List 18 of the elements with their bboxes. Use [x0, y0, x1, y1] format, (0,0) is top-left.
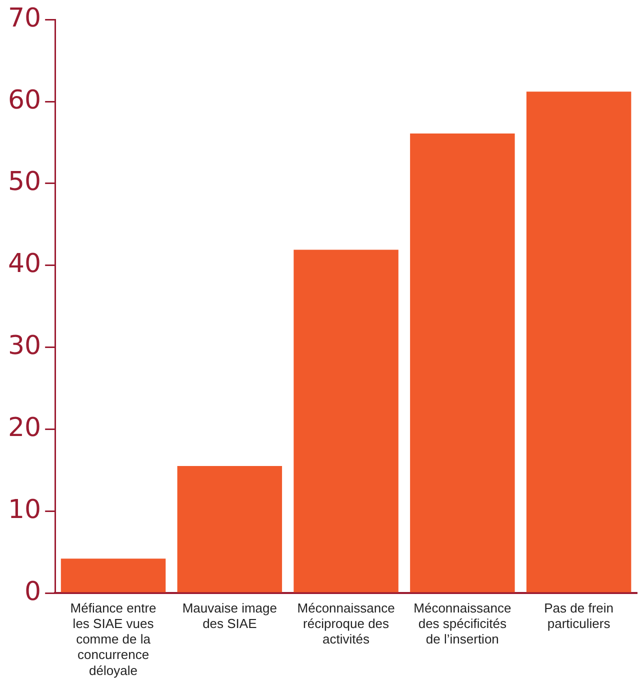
- x-tick-label: Méfiance entre les SIAE vues comme de la concurrence déloyale: [70, 600, 156, 678]
- y-tick-label: 50: [8, 167, 42, 198]
- bar: [410, 133, 515, 592]
- x-tick-label: Mauvaise image des SIAE: [182, 600, 277, 631]
- x-tick-label: Méconnaissance des spécificités de l’insertion: [414, 600, 512, 647]
- y-tick-label: 20: [8, 412, 42, 443]
- x-tick-label: Pas de frein particuliers: [544, 600, 614, 631]
- y-tick-label: 10: [8, 494, 42, 525]
- y-tick-label: 40: [8, 249, 42, 280]
- y-tick-label: 60: [8, 85, 42, 116]
- y-tick-label: 70: [8, 3, 42, 34]
- bar: [294, 250, 398, 592]
- y-tick-label: 0: [24, 576, 42, 607]
- bar: [60, 558, 166, 592]
- bar: [177, 466, 282, 592]
- bar: [526, 92, 632, 592]
- x-tick-label: Méconnaissance réciproque des activités: [297, 600, 395, 647]
- y-tick-label: 30: [8, 331, 42, 362]
